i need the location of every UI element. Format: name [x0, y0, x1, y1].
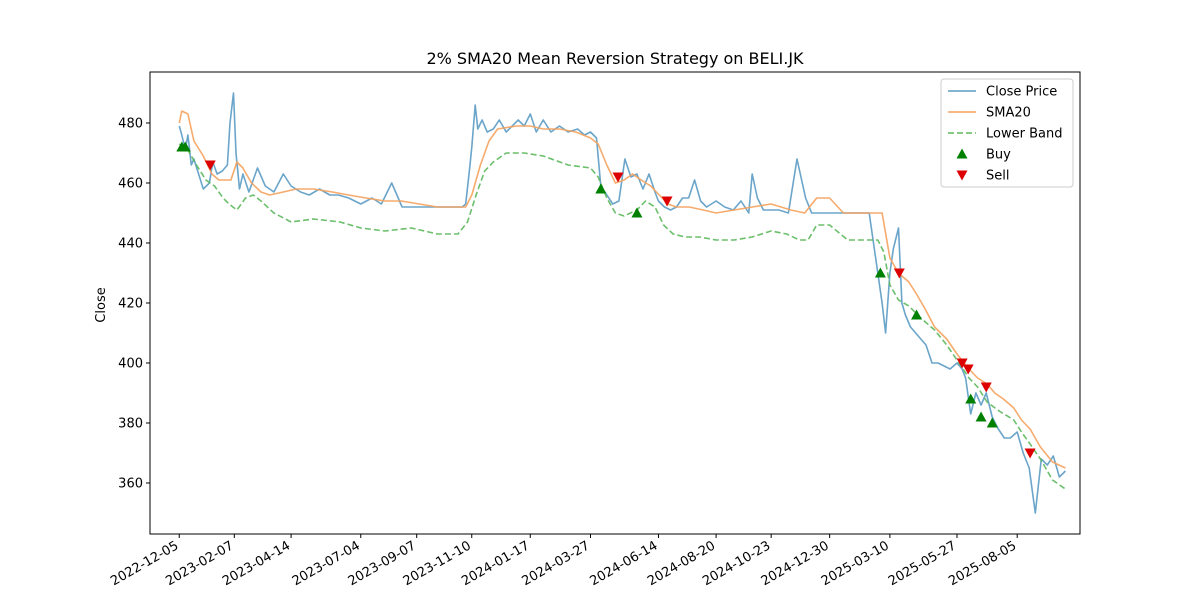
series-lower-band [178, 143, 1066, 490]
series-layer [178, 92, 1066, 514]
legend-label-buy: Buy [986, 148, 1011, 163]
y-tick-label: 420 [118, 297, 143, 312]
y-tick-label: 360 [118, 477, 143, 492]
sell-marker [980, 382, 992, 393]
legend-label-lower-band: Lower Band [986, 127, 1062, 142]
x-tick-label: 2025-05-27 [886, 538, 959, 589]
series-sma20 [178, 110, 1066, 469]
sell-marker [204, 160, 216, 171]
x-tick-label: 2025-03-10 [819, 538, 892, 589]
axes-layer: 3603804004204404604802022-12-052023-02-0… [108, 117, 1019, 590]
sell-marker [893, 268, 905, 279]
sell-marker [1024, 448, 1036, 459]
sell-marker [661, 196, 673, 207]
x-tick-label: 2024-03-27 [520, 538, 593, 589]
buy-marker [911, 309, 923, 320]
sell-marker [956, 358, 968, 369]
y-tick-label: 460 [118, 177, 143, 192]
legend-box [940, 78, 1074, 188]
series-close-price [178, 92, 1066, 514]
chart-title: 2% SMA20 Mean Reversion Strategy on BELI… [426, 49, 804, 68]
legend-label-sma20: SMA20 [986, 106, 1031, 121]
sell-marker [962, 364, 974, 375]
sell-marker [612, 172, 624, 183]
y-axis-label: Close [94, 287, 109, 322]
legend: Close Price SMA20 Lower Band Buy Sell [940, 78, 1074, 188]
y-tick-label: 440 [118, 237, 143, 252]
y-tick-label: 400 [118, 357, 143, 372]
buy-marker [179, 141, 191, 152]
buy-marker [975, 411, 987, 422]
legend-swatch-buy [956, 148, 968, 159]
y-tick-label: 480 [118, 117, 143, 132]
legend-label-close-price: Close Price [986, 85, 1057, 100]
buy-marker [965, 393, 977, 404]
markers-layer [176, 141, 1036, 459]
buy-marker [986, 417, 998, 428]
legend-swatch-sell [956, 170, 968, 181]
legend-label-sell: Sell [986, 169, 1009, 184]
y-tick-label: 380 [118, 417, 143, 432]
x-tick-label: 2025-08-05 [946, 538, 1019, 589]
buy-marker [874, 267, 886, 278]
buy-marker [631, 207, 643, 218]
buy-marker [595, 183, 607, 194]
